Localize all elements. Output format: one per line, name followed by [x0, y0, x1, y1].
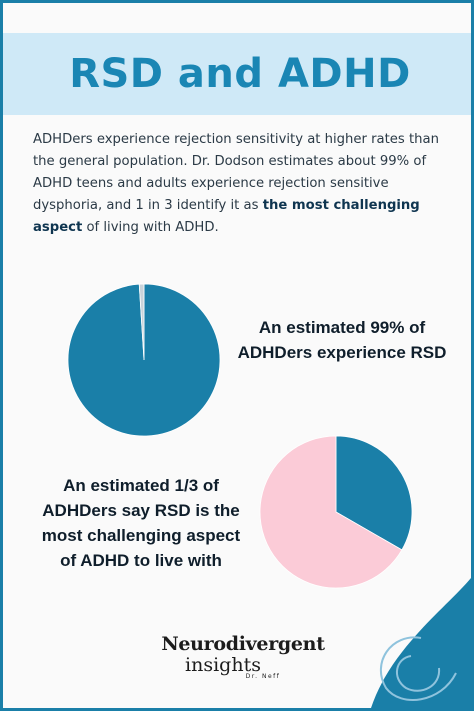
page-title: RSD and ADHD [69, 51, 411, 97]
intro-text-start: ADHDers experience rejection sensitivity… [33, 132, 439, 213]
corner-decoration [371, 578, 471, 708]
stat-one-third: An estimated 1/3 of ADHDers say RSD is t… [41, 476, 241, 570]
pie-slice-2-2 [259, 435, 403, 589]
intro-bold-phrase: the most challenging aspect [33, 198, 420, 235]
intro-text-end: of living with ADHD. [82, 220, 219, 235]
pie-chart-one-third [259, 435, 413, 589]
pie-chart-99-percent [67, 283, 221, 437]
pie-slice-1-2 [138, 283, 145, 361]
brand-line-1: Neurodivergent [161, 633, 325, 655]
pie-slice-2-1 [335, 435, 413, 551]
brand-line-3: Dr. Neff [245, 673, 281, 680]
title-band [3, 33, 471, 115]
brand-logo: Neurodivergent insights Dr. Neff [133, 633, 353, 680]
intro-paragraph: ADHDers experience rejection sensitivity… [33, 129, 453, 239]
stat-99-percent: An estimated 99% of ADHDers experience R… [237, 318, 447, 362]
brand-line-2: insights [185, 654, 261, 676]
